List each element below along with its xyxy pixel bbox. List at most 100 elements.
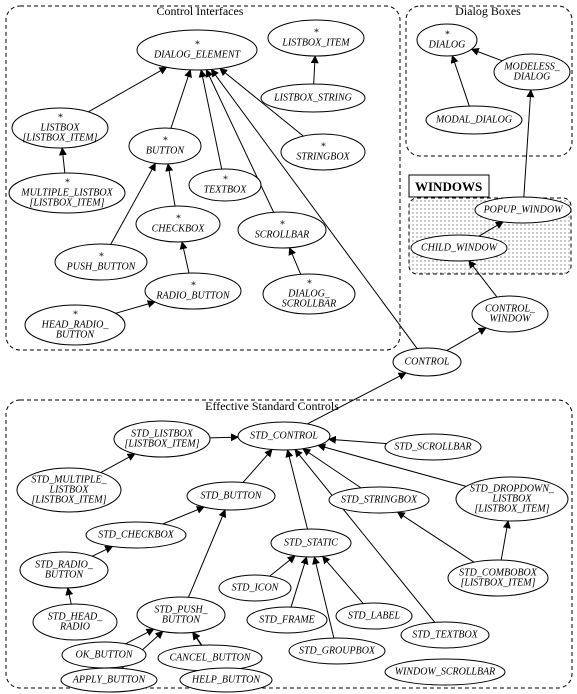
node-label: STRINGBOX <box>296 151 350 162</box>
node-help_button: HELP_BUTTON <box>180 668 272 692</box>
node-std_dropdown_listbox: STD_DROPDOWN_LISTBOX[LISTBOX_ITEM] <box>456 477 568 521</box>
node-std_scrollbar: STD_SCROLLBAR <box>385 434 481 460</box>
node-label: RADIO <box>59 621 90 632</box>
node-button: *BUTTON <box>129 128 201 164</box>
edge-std_listbox-std_control <box>210 437 238 438</box>
node-label: [LISTBOX_ITEM] <box>474 503 549 514</box>
edge-std_scrollbar-std_control <box>329 439 387 443</box>
node-label: WINDOW_SCROLLBAR <box>395 666 496 677</box>
node-std_static: STD_STATIC <box>271 529 351 557</box>
node-checkbox: *CHECKBOX <box>136 206 220 242</box>
nodes: *DIALOG_ELEMENT *LISTBOX_ITEM LISTBOX_STRI… <box>9 20 571 692</box>
node-label: SCROLLBAR <box>282 298 336 309</box>
node-std_icon: STD_ICON <box>219 575 291 601</box>
node-std_multiple_listbox: STD_MULTIPLE_LISTBOX[LISTBOX_ITEM] <box>17 468 121 512</box>
node-head_radio_button: *HEAD_RADIO_BUTTON <box>25 305 125 345</box>
edge-std_push_button-std_button <box>188 510 225 597</box>
node-radio_button: *RADIO_BUTTON <box>145 273 241 309</box>
edge-std_frame-std_static <box>291 557 307 607</box>
node-std_push_button: STD_PUSH_BUTTON <box>137 597 225 633</box>
node-label: DIALOG <box>513 71 551 82</box>
node-label: STD_LABEL <box>348 610 401 621</box>
node-std_head_radio: STD_HEAD_RADIO <box>33 604 117 640</box>
node-label: [LISTBOX_ITEM] <box>29 197 104 208</box>
node-label: POPUP_WINDOW <box>483 204 565 215</box>
node-dialog: *DIALOG <box>417 24 477 56</box>
node-cancel_button: CANCEL_BUTTON <box>158 645 262 671</box>
node-textbox: *TEXTBOX <box>189 169 261 201</box>
edge-popup_window-modeless_dialog <box>524 90 531 197</box>
node-std_textbox: STD_TEXTBOX <box>401 622 489 648</box>
windows-title: WINDOWS <box>415 179 482 194</box>
node-label: [LISTBOX_ITEM] <box>22 132 97 143</box>
edge-head_radio_button-radio_button <box>116 302 155 313</box>
node-label: STD_CHECKBOX <box>98 529 174 540</box>
node-label: BUTTON <box>162 614 201 625</box>
node-label: CHILD_WINDOW <box>421 242 499 253</box>
edge-std_head_radio-std_radio_button <box>68 588 71 604</box>
node-dialog_element: *DIALOG_ELEMENT <box>137 30 257 70</box>
edge-std_checkbox-std_button <box>163 507 204 524</box>
edge-control-control_window <box>447 328 486 351</box>
node-std_listbox: STD_LISTBOX[LISTBOX_ITEM] <box>114 421 210 457</box>
node-modal_dialog: MODAL_DIALOG <box>426 106 522 134</box>
node-listbox_item: *LISTBOX_ITEM <box>268 20 364 56</box>
edge-std_combobox-std_stringbox <box>397 512 473 562</box>
node-label: DIALOG_ELEMENT <box>153 49 242 60</box>
node-label: CANCEL_BUTTON <box>170 652 252 663</box>
node-push_button: *PUSH_BUTTON <box>55 244 147 280</box>
edge-multiple_listbox-listbox <box>62 148 65 173</box>
node-modeless_dialog: MODELESS_DIALOG <box>494 54 570 90</box>
node-label: MODAL_DIALOG <box>435 114 512 125</box>
edge-std_button-std_control <box>243 450 272 483</box>
edge-modeless_dialog-dialog <box>472 49 503 61</box>
node-label: STD_GROUPBOX <box>299 645 376 656</box>
node-label: [LISTBOX_ITEM] <box>31 494 106 505</box>
group-title: Dialog Boxes <box>455 4 521 18</box>
node-label: [LISTBOX_ITEM] <box>460 577 535 588</box>
node-std_label: STD_LABEL <box>336 603 412 629</box>
node-multiple_listbox: *MULTIPLE_LISTBOX[LISTBOX_ITEM] <box>9 173 125 213</box>
edge-listbox_string-listbox_item <box>314 56 315 84</box>
node-std_stringbox: STD_STRINGBOX <box>329 487 429 513</box>
node-label: STD_STATIC <box>284 537 338 548</box>
node-control: CONTROL <box>393 348 461 376</box>
node-label: WINDOW <box>489 313 532 324</box>
node-scrollbar: *SCROLLBAR <box>238 212 326 248</box>
node-control_window: CONTROL_WINDOW <box>472 296 548 332</box>
node-label: STD_FRAME <box>259 614 315 625</box>
node-std_combobox: STD_COMBOBOX[LISTBOX_ITEM] <box>448 560 548 596</box>
node-label: BUTTON <box>56 329 95 340</box>
node-std_radio_button: STD_RADIO_BUTTON <box>20 552 108 588</box>
group-title: Effective Standard Controls <box>205 399 339 413</box>
node-label: STD_TEXTBOX <box>412 629 478 640</box>
group-title: Control Interfaces <box>157 4 244 18</box>
edge-ok_button-std_push_button <box>125 629 153 644</box>
node-listbox_string: LISTBOX_STRING <box>261 84 365 112</box>
node-std_button: STD_BUTTON <box>187 482 275 510</box>
edge-dialog_scrollbar-scrollbar <box>289 248 300 275</box>
node-label: HELP_BUTTON <box>191 674 261 685</box>
node-stringbox: *STRINGBOX <box>281 134 365 170</box>
node-label: BUTTON <box>45 569 84 580</box>
node-label: STD_BUTTON <box>201 490 263 501</box>
node-label: LISTBOX_ITEM <box>281 37 350 48</box>
node-label: CHECKBOX <box>152 223 206 234</box>
node-std_groupbox: STD_GROUPBOX <box>289 638 385 664</box>
node-popup_window: POPUP_WINDOW <box>475 197 571 223</box>
class-hierarchy-diagram: Control Interfaces Dialog Boxes Effective … <box>0 0 577 694</box>
node-listbox: *LISTBOX[LISTBOX_ITEM] <box>12 108 108 148</box>
node-label: [LISTBOX_ITEM] <box>124 438 199 449</box>
node-label: STD_STRINGBOX <box>341 494 418 505</box>
node-child_window: CHILD_WINDOW <box>411 235 507 261</box>
edge-std_multiple_listbox-std_listbox <box>101 454 135 473</box>
node-label: STD_SCROLLBAR <box>394 441 471 452</box>
edge-std_label-std_static <box>323 556 364 603</box>
edge-button-dialog_element <box>171 70 190 128</box>
edge-checkbox-button <box>168 164 175 206</box>
edge-std_radio_button-std_checkbox <box>92 546 112 556</box>
node-apply_button: APPLY_BUTTON <box>61 668 157 692</box>
node-label: DIALOG <box>428 39 466 50</box>
node-ok_button: OK_BUTTON <box>62 642 146 668</box>
node-label: SCROLLBAR <box>255 229 309 240</box>
